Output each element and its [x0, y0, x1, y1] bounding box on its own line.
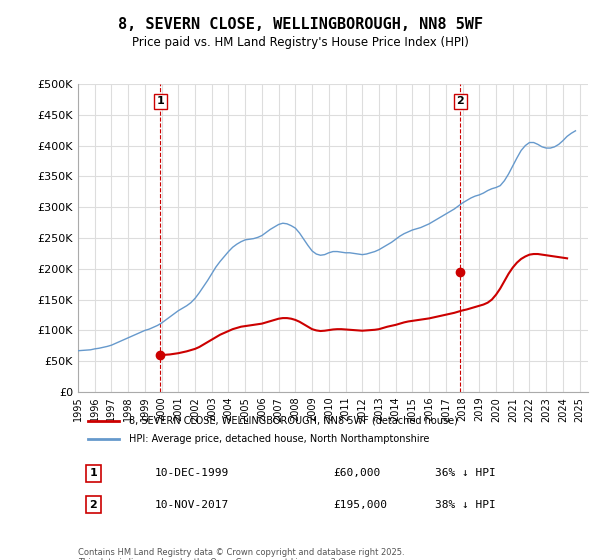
- Text: 8, SEVERN CLOSE, WELLINGBOROUGH, NN8 5WF: 8, SEVERN CLOSE, WELLINGBOROUGH, NN8 5WF: [118, 17, 482, 32]
- Text: £195,000: £195,000: [333, 500, 387, 510]
- Text: Contains HM Land Registry data © Crown copyright and database right 2025.
This d: Contains HM Land Registry data © Crown c…: [78, 548, 404, 560]
- Text: 2: 2: [89, 500, 97, 510]
- Text: 36% ↓ HPI: 36% ↓ HPI: [435, 468, 496, 478]
- Text: 10-NOV-2017: 10-NOV-2017: [155, 500, 229, 510]
- Text: 1: 1: [89, 468, 97, 478]
- Text: 8, SEVERN CLOSE, WELLINGBOROUGH, NN8 5WF (detached house): 8, SEVERN CLOSE, WELLINGBOROUGH, NN8 5WF…: [129, 416, 458, 426]
- Text: 2: 2: [457, 96, 464, 106]
- Text: HPI: Average price, detached house, North Northamptonshire: HPI: Average price, detached house, Nort…: [129, 434, 430, 444]
- Text: £60,000: £60,000: [333, 468, 380, 478]
- Text: Price paid vs. HM Land Registry's House Price Index (HPI): Price paid vs. HM Land Registry's House …: [131, 36, 469, 49]
- Text: 38% ↓ HPI: 38% ↓ HPI: [435, 500, 496, 510]
- Text: 10-DEC-1999: 10-DEC-1999: [155, 468, 229, 478]
- Text: 1: 1: [157, 96, 164, 106]
